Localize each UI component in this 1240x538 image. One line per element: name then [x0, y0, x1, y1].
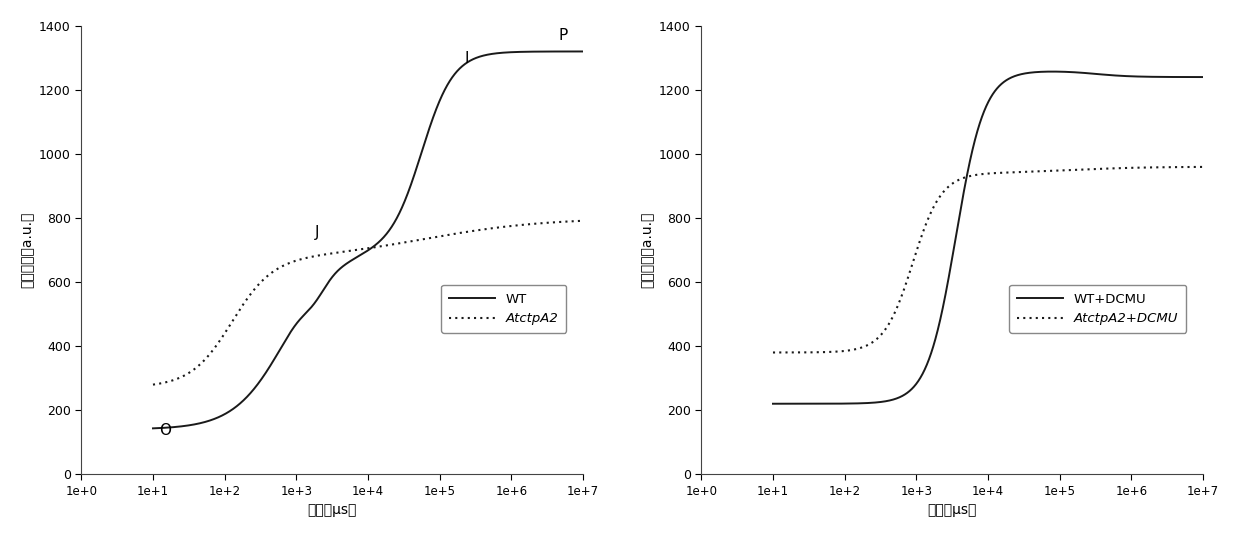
Text: I: I	[464, 51, 469, 66]
Y-axis label: 荧光产率（a.u.）: 荧光产率（a.u.）	[641, 212, 655, 288]
Legend: WT+DCMU, AtctpA2+DCMU: WT+DCMU, AtctpA2+DCMU	[1009, 285, 1187, 333]
X-axis label: 时间（μs）: 时间（μs）	[308, 503, 357, 517]
Text: O: O	[159, 423, 171, 438]
Y-axis label: 荧光产率（a.u.）: 荧光产率（a.u.）	[21, 212, 35, 288]
X-axis label: 时间（μs）: 时间（μs）	[928, 503, 977, 517]
Text: P: P	[558, 29, 568, 44]
Text: J: J	[315, 225, 319, 240]
Legend: WT, AtctpA2: WT, AtctpA2	[441, 285, 567, 333]
